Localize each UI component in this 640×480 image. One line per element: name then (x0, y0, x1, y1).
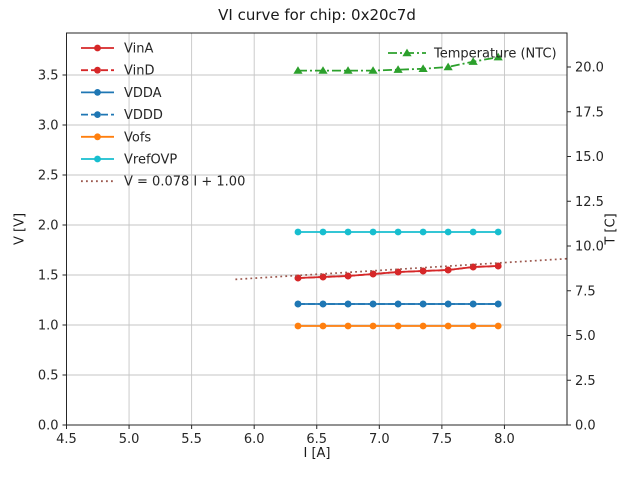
x-tick-label: 4.5 (56, 432, 77, 447)
legend-label: VinD (124, 64, 154, 79)
y-axis-label-right: T [C] (603, 213, 619, 245)
x-tick-label: 5.5 (181, 432, 202, 447)
y-right-tick-label: 5.0 (575, 329, 596, 344)
legend-item-vina: VinA (81, 42, 153, 57)
x-tick-label: 8.0 (494, 432, 515, 447)
legend-right: Temperature (NTC) (388, 47, 557, 62)
series-vofs (294, 322, 502, 330)
legend-label: VDDA (124, 86, 162, 101)
legend-label: VDDD (124, 108, 163, 123)
y-right-tick-label: 7.5 (575, 284, 596, 299)
legend-item-vofs: Vofs (81, 130, 151, 145)
y-left-tick-label: 2.0 (38, 219, 59, 234)
y-right-tick-label: 0.0 (575, 419, 596, 434)
x-axis-label: I [A] (303, 446, 331, 461)
trend-line (235, 257, 568, 281)
x-tick-label: 7.0 (369, 432, 390, 447)
y-left-tick-label: 1.0 (38, 319, 59, 334)
legend-item-vdda: VDDA (81, 86, 162, 101)
y-left-tick-label: 0.5 (38, 369, 59, 384)
chart-title: VI curve for chip: 0x20c7d (218, 6, 416, 24)
y-left-tick-label: 3.5 (38, 69, 59, 84)
y-left-tick-label: 0.0 (38, 419, 59, 434)
legend-item-vddd: VDDD (81, 108, 163, 123)
y-right-tick-label: 10.0 (575, 240, 604, 255)
y-axis-label-left: V [V] (12, 212, 28, 246)
series-vddd (294, 300, 502, 308)
x-tick-label: 7.5 (432, 432, 453, 447)
x-tick-label: 6.0 (244, 432, 265, 447)
axis-ticks: 4.5 5.0 5.5 6.0 6.5 7.0 7.5 8.0 0.0 0.5 1.0 1.5 2.0 2… (38, 61, 604, 447)
legend-label: Vofs (124, 130, 151, 145)
legend-left: VinA VinD VDDA VDDD Vofs VrefOVP V = 0.078 I +… (81, 42, 245, 190)
y-right-tick-label: 17.5 (575, 105, 604, 120)
y-right-tick-label: 12.5 (575, 195, 604, 210)
grid (66, 33, 567, 426)
x-tick-label: 5.0 (119, 432, 140, 447)
y-left-tick-label: 1.5 (38, 269, 59, 284)
legend-label: V = 0.078 I + 1.00 (124, 175, 245, 190)
legend-label: Temperature (NTC) (433, 47, 557, 62)
legend-item-temperature-ntc: Temperature (NTC) (388, 47, 557, 62)
y-left-tick-label: 3.0 (38, 119, 59, 134)
y-right-tick-label: 15.0 (575, 150, 604, 165)
legend-item-vrefovp: VrefOVP (81, 153, 177, 168)
legend-item-v-0-078-i-1-00: V = 0.078 I + 1.00 (81, 175, 245, 190)
series-temperature-ntc (293, 52, 503, 74)
legend-label: VrefOVP (124, 153, 177, 168)
x-tick-label: 6.5 (306, 432, 327, 447)
legend-label: VinA (124, 42, 153, 57)
y-right-tick-label: 2.5 (575, 374, 596, 389)
series-vrefovp (294, 228, 502, 236)
y-right-tick-label: 20.0 (575, 61, 604, 76)
legend-item-vind: VinD (81, 64, 154, 79)
y-left-tick-label: 2.5 (38, 169, 59, 184)
